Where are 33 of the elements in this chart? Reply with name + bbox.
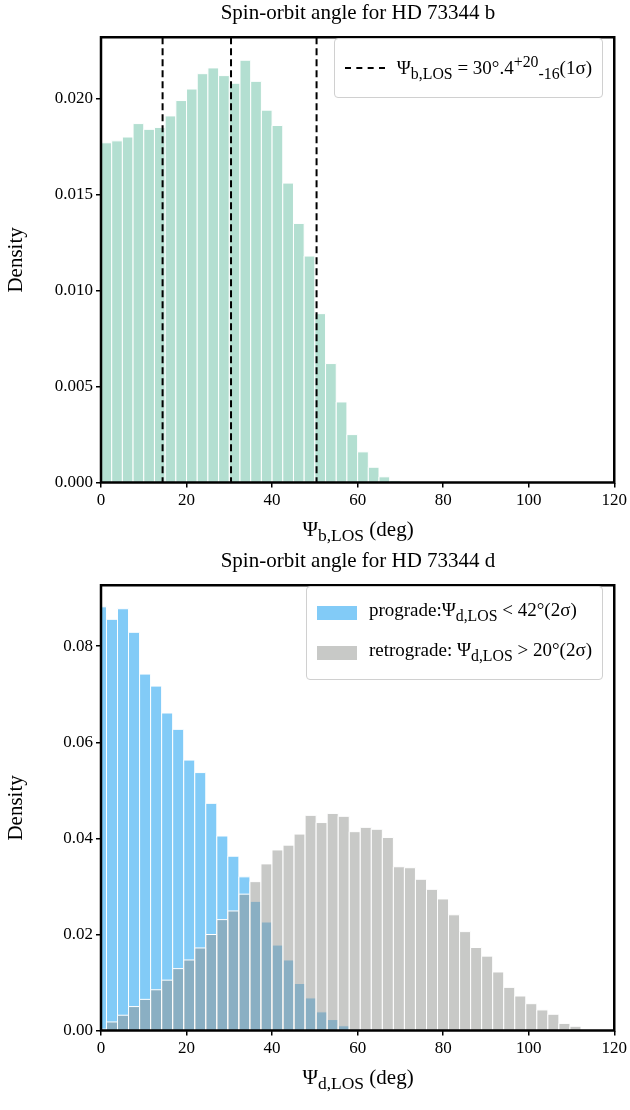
y-tick-label: 0.010 [54, 280, 93, 300]
chart-title: Spin-orbit angle for HD 73344 b [219, 0, 497, 24]
y-tick-label: 0.02 [63, 923, 93, 943]
y-tick-label: 0.00 [63, 1020, 93, 1040]
x-tick-label: 0 [96, 490, 106, 510]
x-tick-label: 60 [349, 490, 367, 510]
x-tick-label: 120 [601, 1038, 627, 1058]
x-tick-label: 40 [263, 490, 281, 510]
chart-title: Spin-orbit angle for HD 73344 d [219, 548, 497, 572]
x-tick-label: 60 [349, 1038, 367, 1058]
y-axis-title: Density [3, 226, 28, 293]
x-tick-label: 80 [434, 1038, 452, 1058]
x-tick-label: 80 [434, 490, 452, 510]
y-tick-label: 0.005 [54, 376, 93, 396]
y-tick-label: 0.020 [54, 88, 93, 108]
x-tick-label: 0 [96, 1038, 106, 1058]
legend-label: prograde:Ψ$_{d,LOS}$ < 42°(2σ) [368, 598, 577, 626]
x-tick-label: 120 [601, 490, 627, 510]
x-tick-label: 100 [515, 1038, 542, 1058]
y-tick-label: 0.015 [54, 184, 93, 204]
ref-line-label: Ψ$_{b,LOS}$ = 30°.4$^{+20}$$_{-16}$(1σ) [396, 52, 592, 85]
y-axis-title: Density [3, 774, 28, 841]
x-tick-label: 40 [263, 1038, 281, 1058]
x-tick-label: 100 [515, 490, 542, 510]
legend-label: retrograde: Ψ$_{d,LOS}$ > 20°(2σ) [368, 637, 592, 666]
x-axis-title: Ψ$_{d,LOS}$ (deg) [301, 1064, 415, 1096]
x-axis-title: Ψ$_{b,LOS}$ (deg) [301, 516, 415, 548]
x-tick-label: 20 [178, 490, 196, 510]
y-tick-label: 0.04 [63, 827, 94, 847]
y-tick-label: 0.08 [63, 635, 93, 655]
y-tick-label: 0.06 [63, 731, 93, 751]
x-tick-label: 20 [178, 1038, 196, 1058]
y-tick-label: 0.000 [54, 472, 93, 492]
